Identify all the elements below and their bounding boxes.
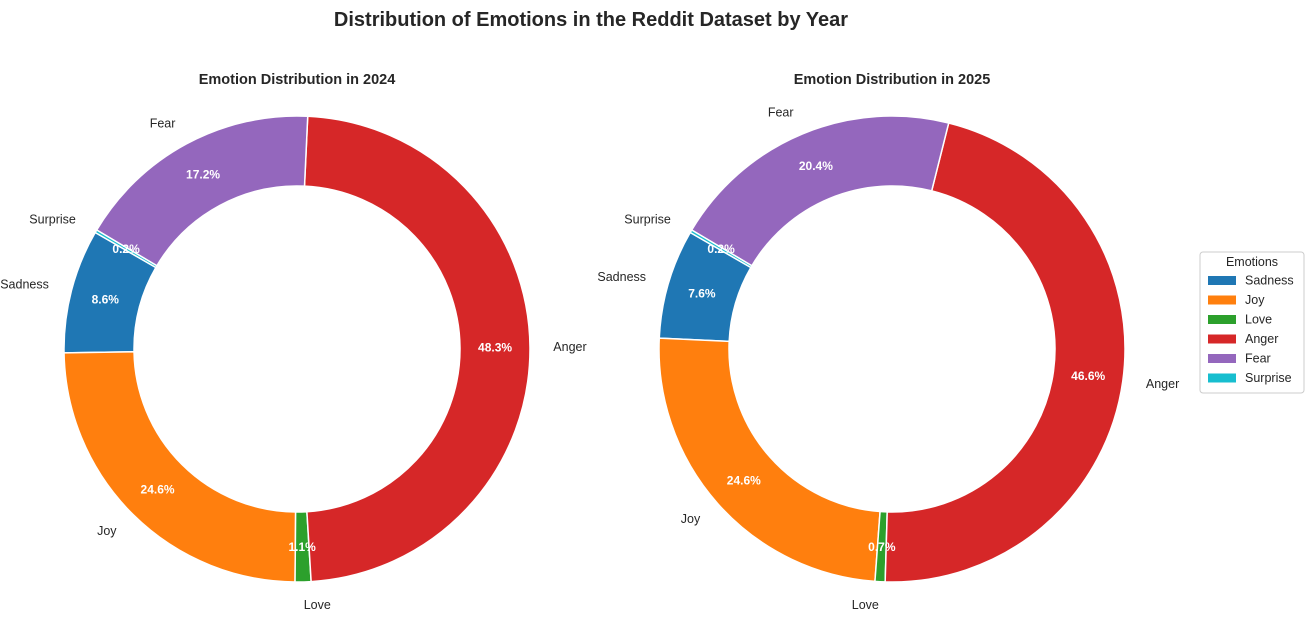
percent-label-fear: 17.2% — [186, 168, 220, 182]
subplot-title-2024: Emotion Distribution in 2024 — [199, 72, 396, 88]
legend-swatch-fear — [1208, 354, 1236, 363]
wedge-joy — [63, 350, 297, 583]
percent-label-surprise: 0.2% — [707, 242, 735, 256]
legend-title: Emotions — [1226, 255, 1278, 269]
legend-label-anger: Anger — [1245, 332, 1278, 346]
slice-label-joy: Joy — [97, 524, 117, 538]
percent-label-sadness: 7.6% — [688, 286, 716, 300]
slice-label-joy: Joy — [681, 512, 701, 526]
donut-chart-2025: Emotion Distribution in 2025 Sadness 7.6%… — [597, 72, 1179, 612]
legend-swatch-anger — [1208, 334, 1236, 344]
legend-swatch-joy — [1208, 295, 1236, 305]
legend-swatch-sadness — [1208, 276, 1236, 285]
slice-label-anger: Anger — [1146, 377, 1179, 391]
wedge-anger — [884, 122, 1126, 583]
slice-label-sadness: Sadness — [597, 270, 646, 284]
percent-label-anger: 48.3% — [478, 341, 512, 355]
slice-label-love: Love — [852, 598, 879, 612]
slice-label-sadness: Sadness — [0, 278, 49, 292]
legend-swatch-surprise — [1208, 373, 1236, 383]
percent-label-anger: 46.6% — [1071, 369, 1105, 383]
wedge-surprise — [94, 229, 158, 269]
wedge-joy — [658, 337, 881, 583]
percent-label-joy: 24.6% — [141, 483, 175, 497]
percent-label-love: 1.1% — [289, 540, 317, 554]
donut-chart-2024: Emotion Distribution in 2024 Sadness 8.6%… — [0, 72, 586, 612]
percent-label-sadness: 8.6% — [92, 292, 120, 306]
slice-label-anger: Anger — [553, 340, 586, 354]
slice-label-love: Love — [304, 598, 331, 612]
percent-label-surprise: 0.2% — [112, 242, 140, 256]
percent-label-love: 0.7% — [868, 540, 896, 554]
percent-label-fear: 20.4% — [799, 159, 833, 173]
chart-title: Distribution of Emotions in the Reddit D… — [334, 9, 848, 31]
legend-label-sadness: Sadness — [1245, 274, 1294, 288]
slice-label-surprise: Surprise — [624, 212, 671, 226]
wedge-surprise — [689, 229, 753, 269]
slice-label-fear: Fear — [150, 116, 176, 130]
slice-label-fear: Fear — [768, 105, 794, 119]
slice-label-surprise: Surprise — [29, 212, 76, 226]
legend-label-fear: Fear — [1245, 352, 1271, 366]
legend-label-surprise: Surprise — [1245, 371, 1292, 385]
legend-label-love: Love — [1245, 313, 1272, 327]
subplot-title-2025: Emotion Distribution in 2025 — [794, 72, 991, 88]
percent-label-joy: 24.6% — [727, 473, 761, 487]
legend-swatch-love — [1208, 315, 1236, 324]
legend: Emotions Sadness Joy Love Anger Fear Surprise — [1199, 251, 1305, 394]
legend-label-joy: Joy — [1245, 293, 1265, 307]
wedge-anger — [303, 115, 531, 583]
